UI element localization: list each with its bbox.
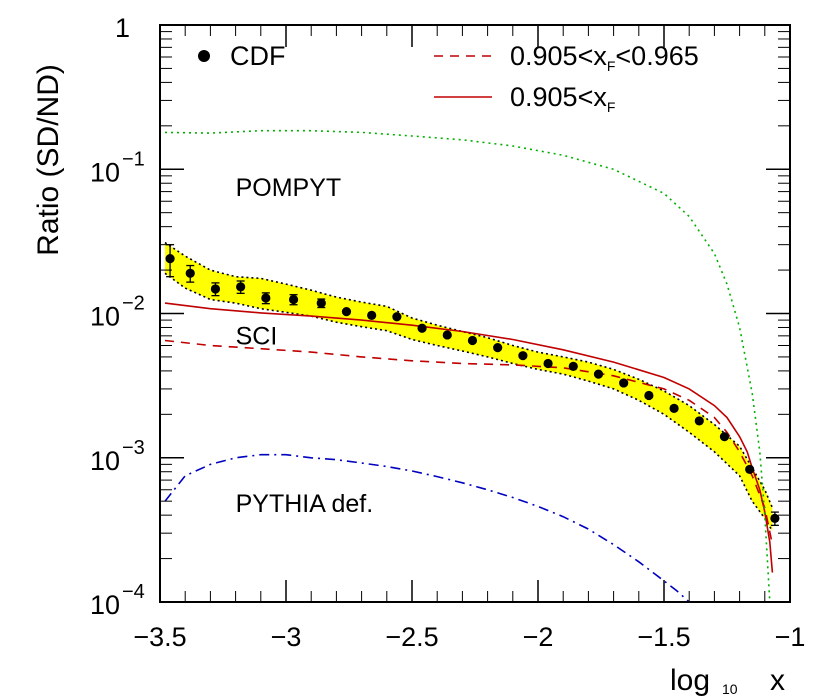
dashed-curve [164,339,774,545]
cdf-point [165,254,175,264]
legend-solid-subscript: F [607,99,616,115]
band-fill [165,242,773,532]
band-lower-edge [164,272,774,532]
legend-cdf-marker [198,50,210,62]
uncertainty-band [164,241,774,532]
cdf-point [236,282,246,292]
y-axis-title: Ratio (SD/ND) [32,64,65,256]
cdf-data-points [165,244,780,526]
cdf-point [185,268,195,278]
cdf-point [593,369,604,379]
x-axis-title-main: log [670,664,710,697]
cdf-point [367,310,377,321]
x-tick-label: −3 [271,622,302,652]
y-tick-base: 10 [90,157,120,187]
cdf-point [493,343,503,353]
cdf-point [417,323,427,333]
legend-solid-label: 0.905<xF [510,82,615,115]
legend-cdf-label: CDF [230,41,286,71]
y-tick-base: 10 [90,302,120,332]
y-tick-base: 10 [90,446,120,476]
curve-annotation: POMPYT [236,174,342,202]
cdf-point [392,312,402,322]
cdf-point [669,403,679,413]
cdf-point [442,330,452,340]
cdf-point [543,358,553,369]
legend-dashed-text: 0.905<x [510,41,607,71]
y-tick-exponent: −2 [122,293,145,315]
cdf-point [210,284,221,294]
cdf-point [770,513,780,523]
axis-ticks [159,24,791,603]
cdf-point [261,293,271,303]
dashdot-curve [164,453,691,602]
x-tick-label: −1 [775,622,806,652]
solid-curve [164,302,774,573]
x-tick-labels: −3.5 −3 −2.5 −2 −1.5 −1 [133,622,805,652]
legend: CDF 0.905<xF<0.965 0.905<xF [198,41,699,115]
y-tick-base: 1 [115,13,130,43]
model-curves [164,129,774,602]
curve-annotation: SCI [236,322,278,350]
cdf-point [288,294,299,305]
cdf-point [467,335,478,346]
y-tick-label: 1 [115,13,130,43]
y-tick-label: 10 −2 [90,293,145,332]
cdf-point [316,298,326,308]
cdf-point [568,361,578,371]
x-tick-label: −1.5 [637,622,690,652]
y-tick-exponent: −1 [122,148,145,170]
x-tick-label: −2 [523,622,554,652]
cdf-point [341,307,352,317]
cdf-point [745,464,755,475]
x-tick-label: −3.5 [133,622,186,652]
cdf-point [719,432,730,442]
x-tick-label: −2.5 [385,622,438,652]
y-tick-base: 10 [90,590,120,620]
x-axis-title-variable: x [770,664,785,697]
cdf-point [518,351,528,361]
dotted-curve [164,129,771,602]
curve-annotations: POMPYT SCI PYTHIA def. [236,174,374,518]
x-axis-title: log 10 x [670,664,785,697]
y-tick-label: 10 −1 [90,148,145,187]
x-axis-title-subscript: 10 [722,681,738,697]
y-tick-exponent: −4 [122,581,145,603]
y-tick-label: 10 −4 [90,581,145,620]
plot-layer [164,129,780,602]
y-tick-exponent: −3 [122,437,145,459]
legend-dashed-subscript: F [607,58,616,74]
y-tick-label: 10 −3 [90,437,145,476]
cdf-point [644,390,654,401]
curve-annotation: PYTHIA def. [236,490,374,518]
cdf-point [619,378,629,388]
cdf-point [694,416,704,426]
legend-dashed-label: 0.905<xF<0.965 [510,41,699,74]
y-tick-labels: 110−110−210−310−4 [90,13,145,620]
legend-solid-text: 0.905<x [510,82,607,112]
legend-dashed-tail: <0.965 [615,41,698,71]
